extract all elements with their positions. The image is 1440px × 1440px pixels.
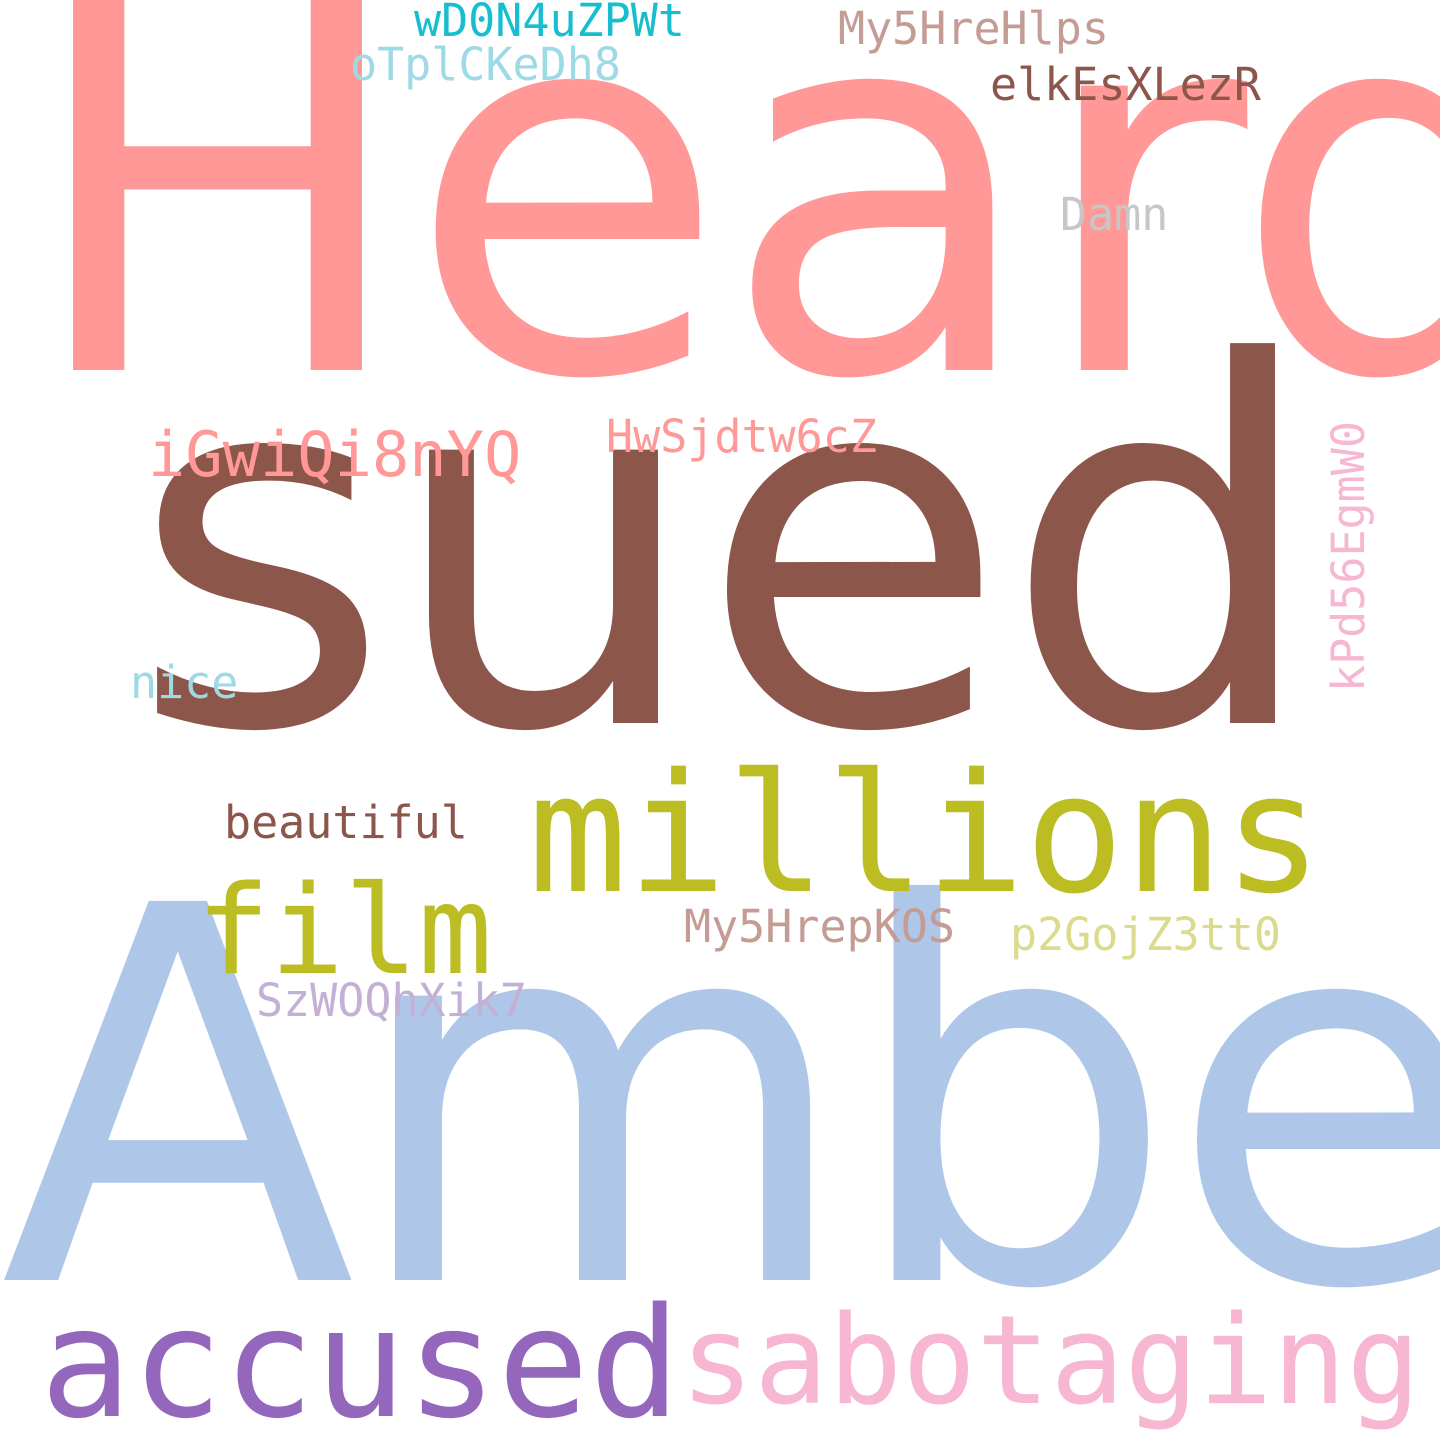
word-my5hrehlps: My5HreHlps <box>838 2 1109 55</box>
word-damn: Damn <box>1060 188 1169 241</box>
word-sued: sued <box>130 259 1320 841</box>
word-otplckedh8: oTplCKeDh8 <box>350 38 621 91</box>
word-kpd56egmw0: kPd56EgmW0 <box>1322 421 1375 692</box>
word-p2gojz3tt0: p2GojZ3tt0 <box>1010 908 1281 961</box>
word-heard: Heard <box>22 0 1440 493</box>
word-film: film <box>196 860 493 1003</box>
word-igwiqi8nyq: iGwiQi8nYQ <box>148 418 522 491</box>
word-szwoqhxik7: SzWOQhXik7 <box>256 974 527 1027</box>
word-millions: millions <box>528 738 1323 930</box>
word-hwsjdtw6cz: HwSjdtw6cZ <box>606 410 877 463</box>
word-elkesxlezr: elkEsXLezR <box>990 58 1261 111</box>
word-beautiful: beautiful <box>224 796 468 849</box>
word-my5hrepkos: My5HrepKOS <box>684 900 955 953</box>
word-amber: Amber <box>0 797 1440 1403</box>
word-sabotaging: sabotaging <box>680 1290 1421 1433</box>
word-wd0n4uzpwt: wD0N4uZPWt <box>414 0 685 47</box>
word-accused: accused <box>40 1275 681 1440</box>
word-nice: nice <box>130 656 239 709</box>
